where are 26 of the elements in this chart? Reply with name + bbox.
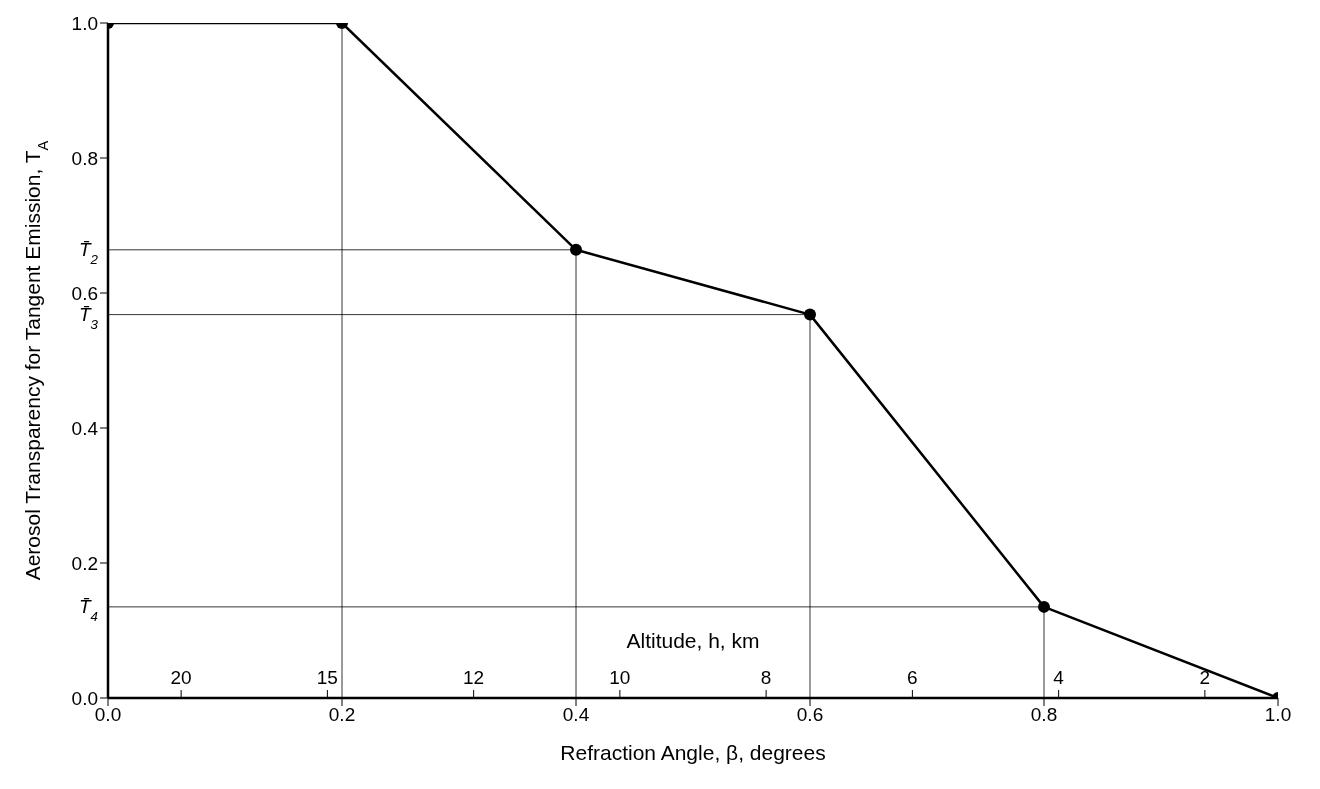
x-tick-label: 0.6 xyxy=(796,704,824,726)
y-tick-label: 0.4 xyxy=(71,417,99,439)
ref-line-label: T̄$_{2}$ xyxy=(78,238,99,267)
annotation: Altitude, h, km xyxy=(626,629,760,652)
annotation: 6 xyxy=(907,667,918,688)
annotation: 8 xyxy=(760,667,772,688)
annotation: 2 xyxy=(1199,667,1211,688)
x-tick-label: 1.0 xyxy=(1264,704,1292,726)
annotation: 20 xyxy=(170,667,192,688)
point xyxy=(570,243,582,256)
annotation: 12 xyxy=(463,667,485,688)
y-tick-label: 0.2 xyxy=(71,552,98,574)
x-tick-label: 0.2 xyxy=(328,704,356,726)
annotation: 15 xyxy=(316,667,338,688)
x-tick-label: 0.8 xyxy=(1030,704,1058,726)
ref-line-label: T̄$_{3}$ xyxy=(78,303,99,332)
y-tick-label: 0.6 xyxy=(71,282,98,304)
ref-line-label: T̄$_{4}$ xyxy=(78,595,98,624)
point xyxy=(804,308,816,321)
y-tick-label: 1.0 xyxy=(71,12,98,34)
annotation: 10 xyxy=(609,667,631,688)
point xyxy=(1038,600,1050,613)
x-tick-label: 0.4 xyxy=(562,704,590,726)
y-tick-label: 0.8 xyxy=(71,147,98,169)
annotation: 4 xyxy=(1053,667,1065,688)
x-axis-title: Refraction Angle, β, degrees xyxy=(560,741,826,764)
